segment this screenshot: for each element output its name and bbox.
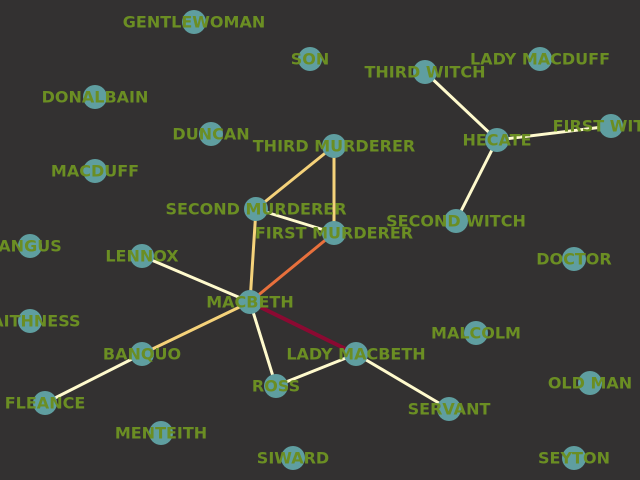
node-seyton[interactable] [562,446,586,470]
node-label-third-murderer: THIRD MURDERER [253,137,415,156]
node-old-man[interactable] [578,371,602,395]
node-siward[interactable] [281,446,305,470]
node-angus[interactable] [18,234,42,258]
node-label-gentlewoman: GENTLEWOMAN [123,13,265,32]
node-label-banquo: BANQUO [103,345,181,364]
node-layer [18,10,623,470]
node-label-angus: ANGUS [0,237,62,256]
node-third-murderer[interactable] [322,134,346,158]
node-label-malcolm: MALCOLM [431,324,521,343]
node-label-fleance: FLEANCE [5,394,86,413]
node-label-second-witch: SECOND WITCH [386,212,526,231]
node-label-caithness: CAITHNESS [0,312,81,331]
node-label-old-man: OLD MAN [548,374,632,393]
node-label-lady-macduff: LADY MACDUFF [470,50,610,69]
edge-first-murderer-macbeth [248,231,336,304]
node-caithness[interactable] [18,309,42,333]
node-donalbain[interactable] [83,85,107,109]
edge-third-witch-hecate [423,70,499,142]
edge-third-murderer-second-murderer [254,144,336,211]
node-lady-macduff[interactable] [528,47,552,71]
edge-lennox-macbeth [140,254,252,304]
node-label-ross: ROSS [252,377,300,396]
node-label-lennox: LENNOX [105,247,179,266]
edge-hecate-second-witch [454,138,499,223]
edge-lady-macbeth-servant [354,352,451,411]
node-malcolm[interactable] [464,321,488,345]
node-second-murderer[interactable] [244,197,268,221]
node-third-witch[interactable] [413,60,437,84]
edge-macbeth-lady-macbeth [248,300,358,356]
node-label-second-murderer: SECOND MURDERER [165,200,346,219]
edge-hecate-first-witch [495,124,613,142]
edge-banquo-fleance [43,352,144,405]
node-hecate[interactable] [485,128,509,152]
node-label-siward: SIWARD [257,449,329,468]
node-son[interactable] [298,47,322,71]
node-banquo[interactable] [130,342,154,366]
node-first-murderer[interactable] [322,221,346,245]
node-menteith[interactable] [149,421,173,445]
node-label-doctor: DOCTOR [536,250,611,269]
node-label-first-murderer: FIRST MURDERER [255,224,413,243]
node-lady-macbeth[interactable] [344,342,368,366]
edge-second-murderer-first-murderer [254,207,336,235]
node-label-macbeth: MACBETH [206,293,293,312]
node-label-servant: SERVANT [408,400,491,419]
node-label-lady-macbeth: LADY MACBETH [286,345,425,364]
node-label-duncan: DUNCAN [172,125,249,144]
node-ross[interactable] [264,374,288,398]
edge-lady-macbeth-ross [274,352,358,388]
node-macbeth[interactable] [238,290,262,314]
node-label-son: SON [291,50,330,69]
node-second-witch[interactable] [444,209,468,233]
edge-macbeth-banquo [140,300,252,356]
node-macduff[interactable] [83,159,107,183]
node-label-donalbain: DONALBAIN [42,88,149,107]
node-doctor[interactable] [562,247,586,271]
edge-layer [43,70,613,411]
node-gentlewoman[interactable] [182,10,206,34]
node-duncan[interactable] [199,122,223,146]
node-servant[interactable] [437,397,461,421]
node-lennox[interactable] [130,244,154,268]
node-label-seyton: SEYTON [538,449,610,468]
node-label-first-witch: FIRST WITCH [553,117,640,136]
edge-macbeth-ross [248,300,278,388]
node-label-hecate: HECATE [462,131,531,150]
node-label-menteith: MENTEITH [115,424,207,443]
node-first-witch[interactable] [599,114,623,138]
node-label-macduff: MACDUFF [51,162,139,181]
node-fleance[interactable] [33,391,57,415]
edge-second-murderer-macbeth [248,207,258,304]
node-label-third-witch: THIRD WITCH [364,63,485,82]
